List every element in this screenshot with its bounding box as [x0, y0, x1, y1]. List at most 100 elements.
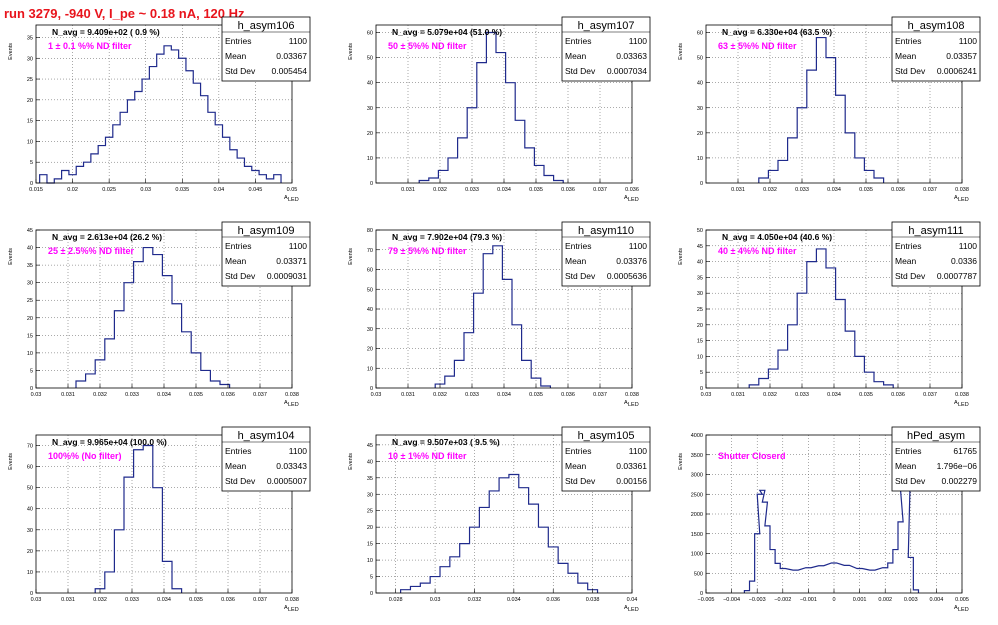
histogram-panel-h_asym104: 0.03 0.031 0.032 0.033 0.034 0.035 0.036 0.037 0…	[8, 426, 311, 613]
y-tick-label: 50	[697, 228, 703, 234]
x-tick-label: 0.005	[955, 597, 969, 603]
stats-value: 0.0009031	[267, 271, 307, 281]
x-axis-label-subscript: LED	[288, 607, 299, 613]
histogram-bin	[888, 563, 893, 593]
histogram-bin	[845, 133, 855, 183]
stats-box-name: h_asym105	[578, 430, 635, 442]
histogram-bin	[143, 248, 153, 388]
x-tick-label: 0.037	[923, 392, 937, 398]
stats-label: Std Dev	[895, 476, 926, 486]
histogram-line	[748, 248, 894, 388]
histogram-bin	[548, 547, 558, 593]
y-tick-label: 1000	[691, 552, 703, 558]
x-tick-label: 0.03	[31, 597, 42, 603]
x-tick-label: 0.038	[285, 597, 299, 603]
y-tick-label: 30	[367, 492, 373, 498]
y-tick-label: 50	[697, 56, 703, 62]
histogram-bin	[105, 572, 115, 593]
x-tick-label: 0.036	[891, 187, 905, 193]
stats-label: Entries	[225, 36, 251, 46]
y-tick-label: 0	[30, 386, 33, 392]
stats-value: 0.03343	[276, 461, 307, 471]
x-tick-label: 0.038	[955, 392, 969, 398]
stats-box: hPed_asym Entries 61765 Mean 1.796e−06 Std De…	[891, 426, 981, 492]
y-tick-label: 30	[27, 56, 33, 62]
histogram-bin	[816, 249, 826, 388]
histogram-bin	[479, 507, 489, 593]
y-axis-label: Events	[678, 43, 684, 60]
histogram-bin	[445, 376, 455, 388]
histogram-bin	[84, 162, 91, 183]
y-tick-label: 5	[30, 160, 33, 166]
histogram-bin	[515, 120, 525, 183]
histogram-bin	[134, 450, 144, 593]
y-tick-label: 10	[27, 139, 33, 145]
histogram-bin	[493, 246, 503, 388]
x-tick-label: 0.031	[61, 597, 75, 603]
histogram-bin	[483, 254, 493, 388]
histogram-bin	[191, 353, 201, 388]
x-axis-label-subscript: LED	[628, 607, 639, 613]
y-tick-label: 2000	[691, 512, 703, 518]
histogram-bin	[274, 175, 281, 183]
x-axis-label: A	[284, 605, 288, 611]
y-tick-label: 20	[367, 347, 373, 353]
histogram-bin	[519, 488, 529, 593]
x-tick-label: 0.001	[853, 597, 867, 603]
x-tick-label: 0.032	[763, 392, 777, 398]
navg-label: N_avg = 9.507e+03 ( 9.5 %)	[392, 437, 500, 447]
histogram-bin	[105, 137, 112, 183]
navg-label: N_avg = 7.902e+04 (79.3 %)	[392, 232, 502, 242]
navg-label: N_avg = 2.613e+04 (26.2 %)	[52, 232, 162, 242]
y-axis-label: Events	[678, 248, 684, 265]
x-tick-label: 0.032	[468, 597, 482, 603]
histogram-bin	[765, 526, 770, 593]
y-tick-label: 5	[370, 575, 373, 581]
x-tick-label: 0.038	[625, 392, 639, 398]
x-tick-label: 0.038	[955, 187, 969, 193]
stats-box-name: h_asym108	[908, 20, 965, 32]
y-tick-label: 35	[367, 476, 373, 482]
x-tick-label: 0.034	[157, 597, 171, 603]
histogram-panel-h_asym111: 0.03 0.031 0.032 0.033 0.034 0.035 0.036 0.037 0…	[678, 221, 981, 408]
stats-value: 1100	[289, 241, 308, 251]
y-tick-label: 25	[27, 298, 33, 304]
stats-label: Mean	[565, 256, 587, 266]
x-tick-label: 0.038	[586, 597, 600, 603]
histogram-bin	[259, 175, 266, 183]
histogram-bin	[807, 262, 817, 388]
y-tick-label: 4000	[691, 433, 703, 439]
x-axis-label: A	[284, 400, 288, 406]
stats-value: 0.03367	[276, 51, 307, 61]
y-tick-label: 15	[27, 333, 33, 339]
y-tick-label: 0	[700, 591, 703, 597]
filter-note: 40 ± 4%% ND filter	[718, 246, 797, 256]
stats-box-frame	[561, 426, 651, 492]
stats-value: 0.0007034	[607, 66, 647, 76]
histogram-line	[39, 45, 282, 184]
x-tick-label: 0.002	[878, 597, 892, 603]
x-axis-label-subscript: LED	[288, 197, 299, 203]
histogram-bin	[836, 300, 846, 388]
stats-label: Entries	[225, 241, 251, 251]
histogram-bin	[95, 360, 105, 388]
stats-box-frame	[561, 221, 651, 287]
stats-label: Std Dev	[565, 271, 596, 281]
histogram-bin	[120, 112, 127, 183]
histogram-bin	[162, 561, 172, 593]
histogram-bin	[544, 175, 554, 183]
stats-box-name: h_asym104	[238, 430, 295, 442]
histogram-bin	[149, 67, 156, 183]
x-tick-label: 0.035	[189, 597, 203, 603]
histogram-bin	[114, 530, 124, 593]
x-tick-label: −0.001	[800, 597, 817, 603]
x-tick-label: 0.03	[701, 392, 712, 398]
histogram-bin	[870, 570, 875, 593]
histogram-bin	[266, 179, 273, 183]
histogram-bin	[470, 527, 480, 593]
x-tick-label: 0.034	[497, 187, 511, 193]
histogram-bin	[448, 158, 458, 183]
stats-box-frame	[561, 16, 651, 82]
stats-value: 0.00156	[616, 476, 647, 486]
y-tick-label: 0	[30, 181, 33, 187]
